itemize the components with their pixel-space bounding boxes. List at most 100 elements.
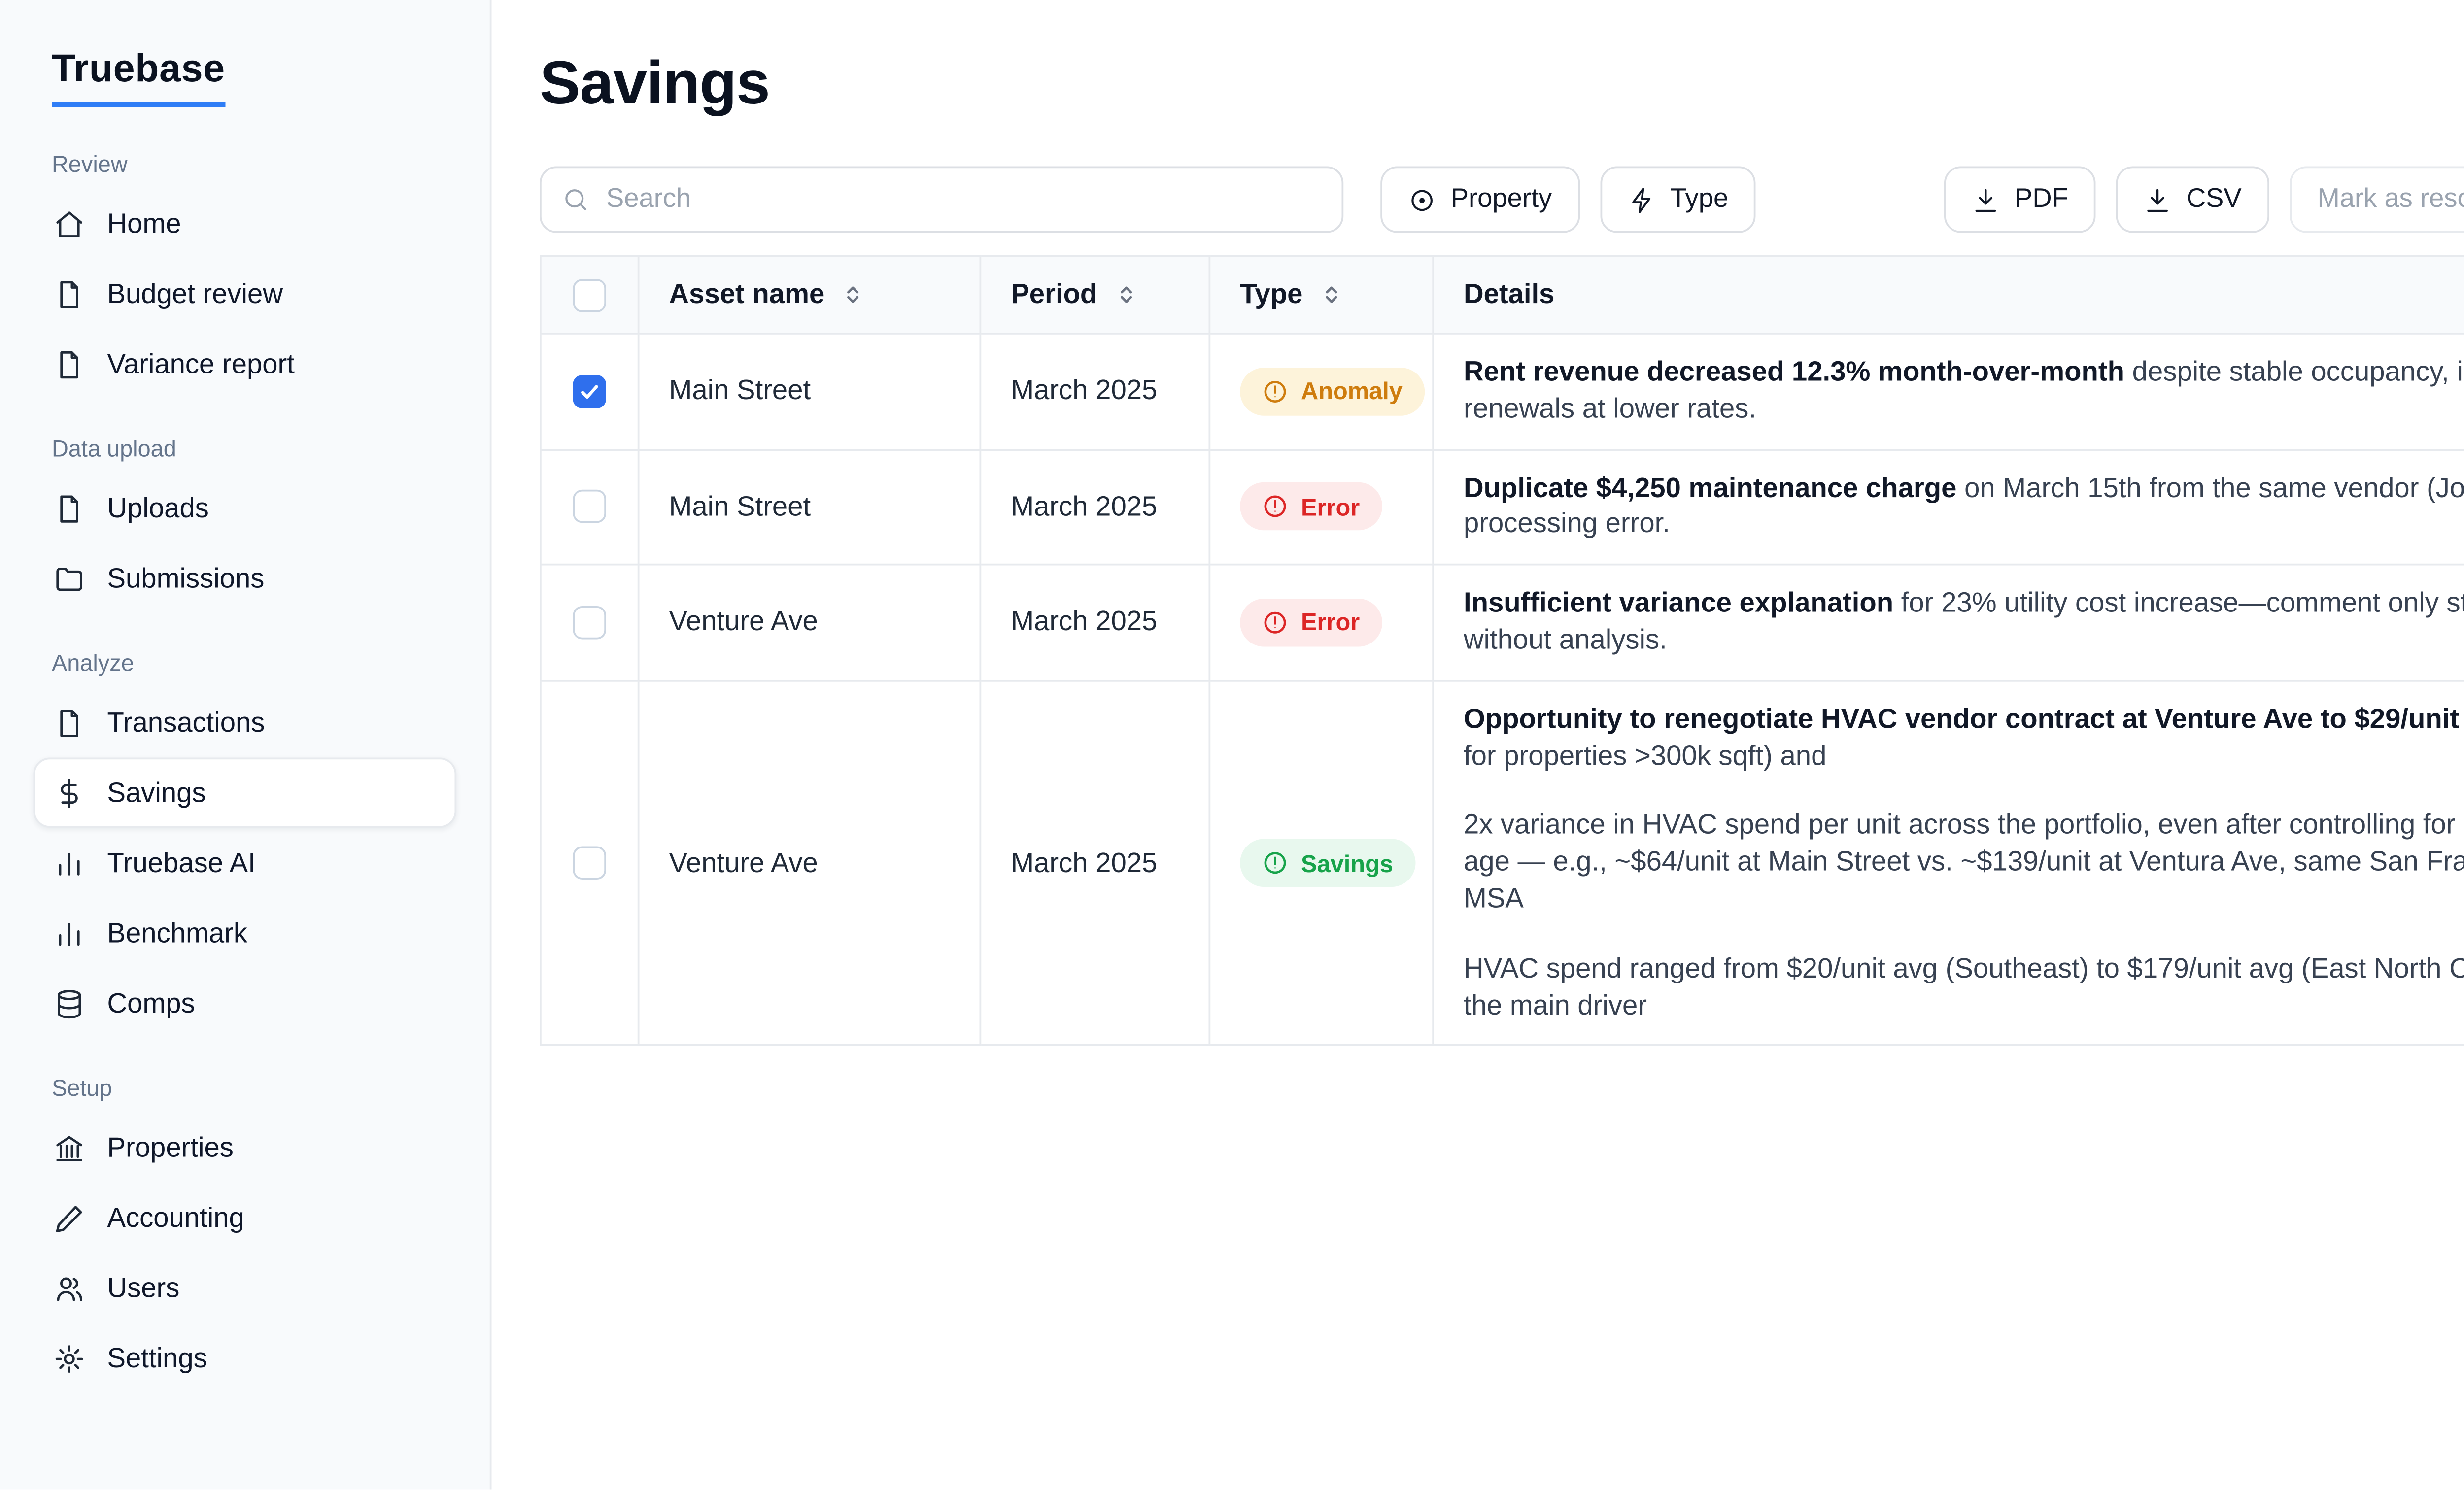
- pencil-icon: [54, 1202, 85, 1233]
- sidebar-item-budget-review[interactable]: Budget review: [34, 259, 457, 329]
- sidebar-item-label: Properties: [107, 1131, 234, 1163]
- type-cell: Anomaly: [1208, 333, 1434, 450]
- sidebar-item-benchmark[interactable]: Benchmark: [34, 898, 457, 969]
- sidebar-item-label: Uploads: [107, 492, 209, 524]
- filter-type-button[interactable]: Type: [1600, 166, 1756, 233]
- period-cell: March 2025: [979, 679, 1211, 1047]
- sidebar-item-users[interactable]: Users: [34, 1253, 457, 1323]
- sidebar-item-submissions[interactable]: Submissions: [34, 543, 457, 614]
- target-icon: [1408, 186, 1436, 213]
- home-icon: [54, 208, 85, 239]
- detail-paragraph: Insufficient variance explanation for 23…: [1464, 588, 2464, 656]
- sidebar-item-label: Benchmark: [107, 917, 248, 949]
- sidebar-item-label: Settings: [107, 1342, 207, 1374]
- details-cell: Duplicate $4,250 maintenance charge on M…: [1432, 448, 2464, 566]
- building-icon: [54, 1132, 85, 1163]
- toolbar: Property Type PDF CSV Mark as resolved A…: [540, 166, 2464, 233]
- row-checkbox[interactable]: [573, 846, 606, 880]
- alert-circle-icon: [1262, 378, 1288, 405]
- download-icon: [2144, 186, 2172, 213]
- sidebar-item-label: Home: [107, 207, 181, 239]
- sidebar-item-label: Accounting: [107, 1202, 244, 1234]
- download-icon: [1972, 186, 2000, 213]
- sidebar-section-analyze: Analyze Transactions Savings Truebase AI Ben…: [33, 650, 457, 1039]
- sidebar-item-home[interactable]: Home: [34, 189, 457, 259]
- type-badge-label: Error: [1301, 493, 1360, 521]
- column-header-type[interactable]: Type: [1208, 255, 1434, 335]
- table-header-row: Asset name Period Type: [540, 255, 2464, 335]
- sidebar-item-label: Variance report: [107, 348, 295, 380]
- sidebar-item-settings[interactable]: Settings: [34, 1323, 457, 1393]
- sidebar-item-variance-report[interactable]: Variance report: [34, 329, 457, 400]
- dollar-icon: [54, 777, 85, 809]
- sidebar-item-uploads[interactable]: Uploads: [34, 473, 457, 543]
- sidebar-item-truebase-ai[interactable]: Truebase AI: [34, 828, 457, 898]
- filter-property-button[interactable]: Property: [1380, 166, 1580, 233]
- alert-circle-icon: [1262, 610, 1288, 636]
- detail-paragraph: 2x variance in HVAC spend per unit acros…: [1464, 810, 2464, 915]
- sidebar-section-label: Analyze: [52, 650, 134, 677]
- asset-name-cell: Main Street: [637, 333, 982, 450]
- sidebar-item-accounting[interactable]: Accounting: [34, 1183, 457, 1253]
- sidebar-section-review: Review Home Budget review Variance report: [34, 152, 457, 400]
- mark-as-resolved-button[interactable]: Mark as resolved: [2290, 166, 2464, 233]
- brand-logo[interactable]: Truebase: [34, 48, 457, 107]
- column-header-details: Details: [1432, 255, 2464, 335]
- search-input[interactable]: [540, 166, 1344, 233]
- column-header-asset-name[interactable]: Asset name: [637, 255, 982, 335]
- type-badge-savings: Savings: [1240, 839, 1415, 887]
- asset-name-cell: Venture Ave: [637, 679, 982, 1047]
- sidebar-item-label: Budget review: [107, 278, 283, 310]
- file-icon: [54, 707, 85, 738]
- period-cell: March 2025: [979, 333, 1211, 450]
- sidebar-item-transactions[interactable]: Transactions: [34, 687, 457, 758]
- sort-icon: [1114, 283, 1138, 307]
- period-cell: March 2025: [979, 448, 1211, 566]
- type-cell: Error: [1208, 448, 1434, 566]
- sidebar-item-label: Truebase AI: [107, 847, 256, 879]
- pdf-export-label: PDF: [2015, 185, 2068, 214]
- asset-name-cell: Venture Ave: [637, 564, 982, 681]
- main-content: Savings Property Type PDF CSV: [491, 0, 2464, 1490]
- file-icon: [54, 278, 85, 309]
- pdf-export-button[interactable]: PDF: [1944, 166, 2096, 233]
- type-cell: Error: [1208, 564, 1434, 681]
- sidebar: Truebase Review Home Budget review Variance…: [0, 0, 492, 1490]
- filter-property-label: Property: [1450, 185, 1552, 214]
- row-checkbox[interactable]: [573, 606, 606, 640]
- type-badge-error: Error: [1240, 483, 1382, 531]
- details-cell: Opportunity to renegotiate HVAC vendor c…: [1432, 679, 2464, 1047]
- column-header-asset-name-label: Asset name: [669, 279, 825, 310]
- alert-circle-icon: [1262, 494, 1288, 520]
- table-row: Main Street March 2025 Anomaly Rent revenue…: [540, 333, 2464, 450]
- column-header-period-label: Period: [1011, 279, 1097, 310]
- sidebar-item-label: Savings: [107, 777, 206, 809]
- details-cell: Insufficient variance explanation for 23…: [1432, 564, 2464, 681]
- csv-export-button[interactable]: CSV: [2116, 166, 2269, 233]
- detail-paragraph: Rent revenue decreased 12.3% month-over-…: [1464, 356, 2464, 425]
- select-all-header-cell: [540, 255, 640, 335]
- row-checkbox[interactable]: [573, 374, 606, 408]
- sidebar-item-comps[interactable]: Comps: [34, 968, 457, 1039]
- select-all-checkbox[interactable]: [573, 278, 606, 311]
- row-checkbox[interactable]: [573, 490, 606, 524]
- column-header-period[interactable]: Period: [979, 255, 1211, 335]
- table-row: Venture Ave March 2025 Savings Opportunity …: [540, 679, 2464, 1047]
- zap-icon: [1628, 186, 1655, 213]
- row-checkbox-cell: [540, 679, 640, 1047]
- sidebar-section-data-upload: Data upload Uploads Submissions: [34, 436, 457, 613]
- column-header-type-label: Type: [1240, 279, 1303, 310]
- table-row: Main Street March 2025 Error Duplicate $4,2…: [540, 448, 2464, 566]
- brand-name: Truebase: [52, 48, 225, 107]
- sidebar-item-savings[interactable]: Savings: [33, 757, 457, 828]
- table-row: Venture Ave March 2025 Error Insufficient v…: [540, 564, 2464, 681]
- sidebar-section-label: Data upload: [52, 436, 176, 462]
- sort-icon: [841, 283, 865, 307]
- sidebar-section-label: Review: [52, 151, 128, 178]
- sort-icon: [1319, 283, 1343, 307]
- detail-paragraph: Duplicate $4,250 maintenance charge on M…: [1464, 472, 2464, 541]
- bar-chart-icon: [54, 847, 85, 879]
- sidebar-item-properties[interactable]: Properties: [34, 1113, 457, 1183]
- findings-table: Asset name Period Type: [540, 255, 2464, 1047]
